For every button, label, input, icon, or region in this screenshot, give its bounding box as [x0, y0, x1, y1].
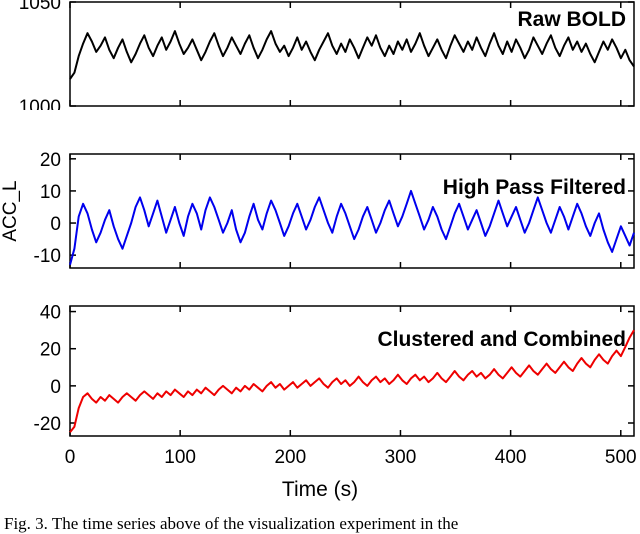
series-line	[69, 189, 635, 266]
y-tick-label: 20	[40, 150, 61, 171]
x-tick-label: 300	[385, 447, 417, 468]
x-tick-label: 100	[164, 447, 196, 468]
subplot-title: High Pass Filtered	[443, 176, 626, 199]
y-tick-label: 10	[40, 182, 61, 203]
subplot-title: Clustered and Combined	[377, 328, 626, 351]
axes-box	[69, 1, 635, 107]
y-tick-label: 1000	[19, 97, 61, 110]
y-tick-label: 20	[40, 340, 61, 361]
y-tick-label: -10	[34, 246, 61, 267]
series-line	[69, 329, 635, 433]
y-tick-label: 0	[50, 214, 61, 235]
x-tick-label: 500	[605, 447, 637, 468]
axes-box	[69, 305, 635, 437]
x-axis-label: Time (s)	[281, 478, 359, 501]
x-tick-label: 400	[495, 447, 527, 468]
raw-bold-plot: 1000 1050 Raw BOLD	[19, 0, 635, 110]
y-axis-label: ACC_L	[0, 180, 21, 241]
figure-caption: Fig. 3. The time series above of the vis…	[4, 514, 459, 533]
y-tick-label: 40	[40, 303, 61, 324]
y-tick-label: -20	[34, 414, 61, 435]
subplot-title: Raw BOLD	[517, 8, 626, 31]
x-tick-label: 0	[65, 447, 76, 468]
series-line	[69, 30, 635, 80]
high-pass-filtered-plot: -10 0 10 20 High Pass Filtered ACC_L	[0, 150, 635, 269]
y-tick-label: 0	[50, 377, 61, 398]
axes-box	[69, 153, 635, 269]
y-tick-label: 1050	[19, 0, 61, 14]
x-tick-label: 200	[274, 447, 306, 468]
